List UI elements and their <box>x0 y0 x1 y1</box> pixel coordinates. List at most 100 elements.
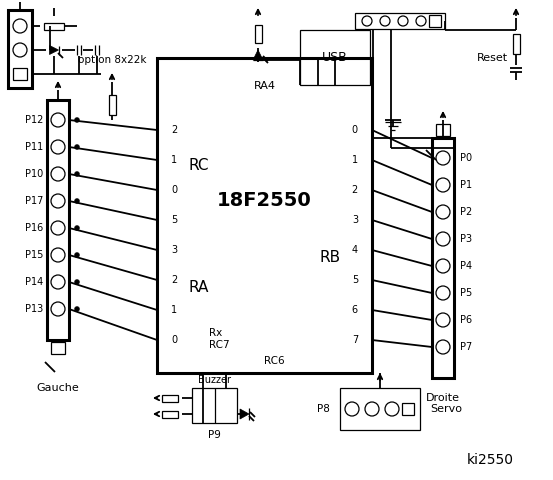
Text: P8: P8 <box>317 404 330 414</box>
Text: RA: RA <box>189 280 209 296</box>
Text: 0: 0 <box>352 125 358 135</box>
Polygon shape <box>240 409 249 419</box>
Text: 6: 6 <box>352 305 358 315</box>
Text: 1: 1 <box>352 155 358 165</box>
Bar <box>432 138 454 378</box>
Circle shape <box>51 302 65 316</box>
Circle shape <box>75 307 80 312</box>
Circle shape <box>75 118 80 122</box>
Circle shape <box>75 199 80 204</box>
Text: 1: 1 <box>171 305 177 315</box>
Text: Rx: Rx <box>209 328 222 338</box>
Circle shape <box>13 19 27 33</box>
Text: P9: P9 <box>208 430 221 440</box>
Circle shape <box>385 402 399 416</box>
Text: Buzzer: Buzzer <box>198 375 231 385</box>
Text: RC6: RC6 <box>264 356 285 366</box>
Circle shape <box>436 259 450 273</box>
Text: 5: 5 <box>352 275 358 285</box>
Text: P14: P14 <box>25 277 43 287</box>
Circle shape <box>436 151 450 165</box>
Text: 2: 2 <box>171 275 178 285</box>
Bar <box>13 68 27 80</box>
Circle shape <box>75 171 80 177</box>
Bar <box>254 25 262 43</box>
Text: Reset: Reset <box>477 53 508 63</box>
Circle shape <box>51 113 65 127</box>
Text: RC: RC <box>189 158 209 173</box>
Bar <box>513 34 519 54</box>
Bar <box>47 100 69 340</box>
Circle shape <box>51 167 65 181</box>
Bar <box>355 13 445 29</box>
Polygon shape <box>253 50 263 60</box>
Circle shape <box>75 144 80 149</box>
Text: 3: 3 <box>171 245 177 255</box>
Text: 18F2550: 18F2550 <box>217 191 312 210</box>
Text: 3: 3 <box>352 215 358 225</box>
Circle shape <box>13 43 27 57</box>
Circle shape <box>436 178 450 192</box>
Circle shape <box>436 313 450 327</box>
Text: RB: RB <box>320 251 341 265</box>
Text: P1: P1 <box>460 180 472 190</box>
Circle shape <box>345 402 359 416</box>
Bar <box>51 342 65 354</box>
Text: P7: P7 <box>460 342 472 352</box>
Bar <box>429 15 441 27</box>
Circle shape <box>416 16 426 26</box>
Text: P15: P15 <box>25 250 43 260</box>
Circle shape <box>365 402 379 416</box>
Circle shape <box>75 226 80 230</box>
Circle shape <box>436 232 450 246</box>
Bar <box>162 395 178 401</box>
Circle shape <box>398 16 408 26</box>
Text: Servo: Servo <box>430 404 462 414</box>
Circle shape <box>436 286 450 300</box>
Text: P6: P6 <box>460 315 472 325</box>
Text: option 8x22k: option 8x22k <box>78 55 146 65</box>
Text: P12: P12 <box>25 115 43 125</box>
Text: 0: 0 <box>171 335 177 345</box>
Text: 1: 1 <box>171 155 177 165</box>
Text: P17: P17 <box>25 196 43 206</box>
Circle shape <box>75 252 80 257</box>
Circle shape <box>436 205 450 219</box>
Text: 0: 0 <box>171 185 177 195</box>
Circle shape <box>51 275 65 289</box>
Text: 2: 2 <box>171 125 178 135</box>
Bar <box>340 388 420 430</box>
Text: P13: P13 <box>25 304 43 314</box>
Text: 2: 2 <box>352 185 358 195</box>
Bar <box>402 403 414 415</box>
Polygon shape <box>50 46 59 55</box>
Bar <box>192 388 237 423</box>
Text: P16: P16 <box>25 223 43 233</box>
Bar <box>44 23 64 29</box>
Bar <box>162 410 178 418</box>
Text: P0: P0 <box>460 153 472 163</box>
Circle shape <box>75 279 80 285</box>
Text: ki2550: ki2550 <box>467 453 514 467</box>
Circle shape <box>51 248 65 262</box>
Circle shape <box>51 221 65 235</box>
Text: Droite: Droite <box>426 393 460 403</box>
Text: USB: USB <box>322 51 348 64</box>
Text: P5: P5 <box>460 288 472 298</box>
Bar <box>300 30 370 85</box>
Bar <box>108 95 116 115</box>
Circle shape <box>436 340 450 354</box>
Text: P2: P2 <box>460 207 472 217</box>
Bar <box>8 10 32 88</box>
Text: RC7: RC7 <box>209 340 229 350</box>
Text: 5: 5 <box>171 215 178 225</box>
Text: 7: 7 <box>352 335 358 345</box>
Text: P11: P11 <box>25 142 43 152</box>
Text: P10: P10 <box>25 169 43 179</box>
Bar <box>157 58 372 373</box>
Text: P4: P4 <box>460 261 472 271</box>
Circle shape <box>51 140 65 154</box>
Text: Gauche: Gauche <box>36 383 80 393</box>
Circle shape <box>362 16 372 26</box>
Text: P3: P3 <box>460 234 472 244</box>
